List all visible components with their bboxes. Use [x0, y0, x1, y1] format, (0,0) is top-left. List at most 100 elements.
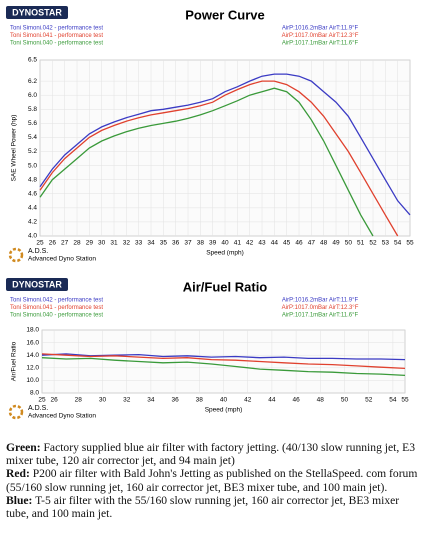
charts: DYNOSTAR Power Curve Toni Simoni.042 - per… [6, 6, 414, 420]
y-tick-label: 4.8 [28, 176, 37, 183]
legend-entry: Toni Simoni.042 - performance test [10, 26, 103, 32]
footer-brand: A.D.S. [28, 405, 48, 412]
x-tick-label: 37 [184, 240, 192, 247]
x-tick-label: 42 [246, 240, 254, 247]
series-line [41, 357, 406, 377]
footer-brand: A.D.S. [28, 248, 48, 255]
x-tick-label: 34 [147, 240, 155, 247]
x-tick-label: 28 [75, 397, 83, 404]
x-tick-label: 27 [61, 240, 69, 247]
note-text: P200 air filter with Bald John's Jetting… [6, 467, 418, 494]
x-tick-label: 30 [98, 240, 106, 247]
x-tick-label: 52 [365, 397, 373, 404]
y-tick-label: 5.6 [28, 120, 37, 127]
x-axis-label: Speed (mph) [206, 250, 244, 257]
x-tick-label: 55 [401, 397, 409, 404]
x-tick-label: 32 [123, 240, 131, 247]
y-tick-label: 5.0 [28, 162, 37, 169]
x-tick-label: 25 [36, 240, 44, 247]
x-axis-label: Speed (mph) [205, 407, 243, 414]
x-tick-label: 36 [172, 240, 180, 247]
series-line [39, 80, 399, 237]
note-text: Factory supplied blue air filter with fa… [6, 441, 416, 468]
y-tick-label: 4.4 [28, 205, 37, 212]
series-line [41, 353, 406, 370]
x-tick-label: 31 [110, 240, 118, 247]
x-tick-label: 50 [345, 240, 353, 247]
x-tick-label: 26 [50, 397, 58, 404]
x-tick-label: 46 [292, 397, 300, 404]
legend-conditions: AirP:1017.0mBar AirT:12.3°F [282, 33, 359, 39]
x-tick-label: 36 [171, 397, 179, 404]
x-tick-label: 45 [283, 240, 291, 247]
x-tick-label: 34 [147, 397, 155, 404]
x-tick-label: 48 [317, 397, 325, 404]
note-label: Blue: [6, 493, 33, 507]
note-label: Red: [6, 467, 30, 481]
footer-subtitle: Advanced Dyno Station [28, 256, 96, 263]
legend-conditions: AirP:1017.1mBar AirT:11.6°F [282, 313, 359, 319]
chart-title: Air/Fuel Ratio [183, 279, 268, 294]
x-tick-label: 44 [271, 240, 279, 247]
legend-conditions: AirP:1017.0mBar AirT:12.3°F [282, 305, 359, 311]
y-tick-label: 4.2 [28, 219, 37, 226]
x-tick-label: 52 [369, 240, 377, 247]
legend-entry: Toni Simoni.040 - performance test [10, 313, 103, 319]
y-tick-label: 10.0 [26, 377, 39, 384]
y-tick-label: 6.0 [28, 92, 37, 99]
x-tick-label: 40 [221, 240, 229, 247]
y-tick-label: 8.0 [30, 390, 39, 397]
x-tick-label: 32 [123, 397, 131, 404]
x-tick-label: 28 [73, 240, 81, 247]
footer-subtitle: Advanced Dyno Station [28, 413, 96, 420]
legend-conditions: AirP:1016.2mBar AirT:11.9°F [282, 298, 359, 304]
x-tick-label: 35 [160, 240, 168, 247]
y-tick-label: 14.0 [26, 352, 39, 359]
x-tick-label: 49 [332, 240, 340, 247]
legend-entry: Toni Simoni.040 - performance test [10, 41, 103, 47]
y-tick-label: 4.0 [28, 233, 37, 240]
x-tick-label: 55 [406, 240, 414, 247]
logo: DYNOSTAR [12, 279, 62, 289]
x-tick-label: 54 [394, 240, 402, 247]
note: Blue: T-5 air filter with the 55/160 slo… [6, 494, 421, 520]
x-tick-label: 26 [49, 240, 57, 247]
y-tick-label: 5.8 [28, 106, 37, 113]
note: Green: Factory supplied blue air filter … [6, 441, 421, 467]
y-tick-label: 5.2 [28, 148, 37, 155]
y-axis-label: SAE Wheel Power (hp) [11, 115, 18, 182]
note-text: T-5 air filter with the 55/160 slow runn… [6, 493, 400, 521]
note-label: Green: [6, 441, 41, 454]
notes: Green: Factory supplied blue air filter … [6, 441, 421, 520]
legend-conditions: AirP:1017.1mBar AirT:11.6°F [282, 41, 359, 47]
x-tick-label: 40 [220, 397, 228, 404]
x-tick-label: 38 [196, 397, 204, 404]
y-tick-label: 6.5 [28, 57, 37, 64]
logo: DYNOSTAR [12, 7, 62, 17]
x-tick-label: 29 [86, 240, 94, 247]
x-tick-label: 50 [341, 397, 349, 404]
x-tick-label: 38 [197, 240, 205, 247]
ads-icon [8, 247, 24, 263]
x-tick-label: 44 [268, 397, 276, 404]
y-tick-label: 5.4 [28, 134, 37, 141]
legend-conditions: AirP:1016.2mBar AirT:11.9°F [282, 26, 359, 32]
y-tick-label: 6.2 [28, 78, 37, 85]
logo-box [6, 6, 68, 19]
y-axis-label: Air/Fuel Ratio [11, 341, 18, 381]
series-line [39, 73, 411, 216]
legend-entry: Toni Simoni.041 - performance test [10, 305, 103, 311]
y-tick-label: 18.0 [26, 327, 39, 334]
x-tick-label: 47 [308, 240, 316, 247]
x-tick-label: 39 [209, 240, 217, 247]
x-tick-label: 33 [135, 240, 143, 247]
x-tick-label: 48 [320, 240, 328, 247]
x-tick-label: 46 [295, 240, 303, 247]
legend-entry: Toni Simoni.041 - performance test [10, 33, 103, 39]
x-tick-label: 25 [38, 397, 46, 404]
x-tick-label: 30 [99, 397, 107, 404]
y-tick-label: 12.0 [26, 365, 39, 372]
x-tick-label: 41 [234, 240, 242, 247]
x-tick-label: 54 [389, 397, 397, 404]
